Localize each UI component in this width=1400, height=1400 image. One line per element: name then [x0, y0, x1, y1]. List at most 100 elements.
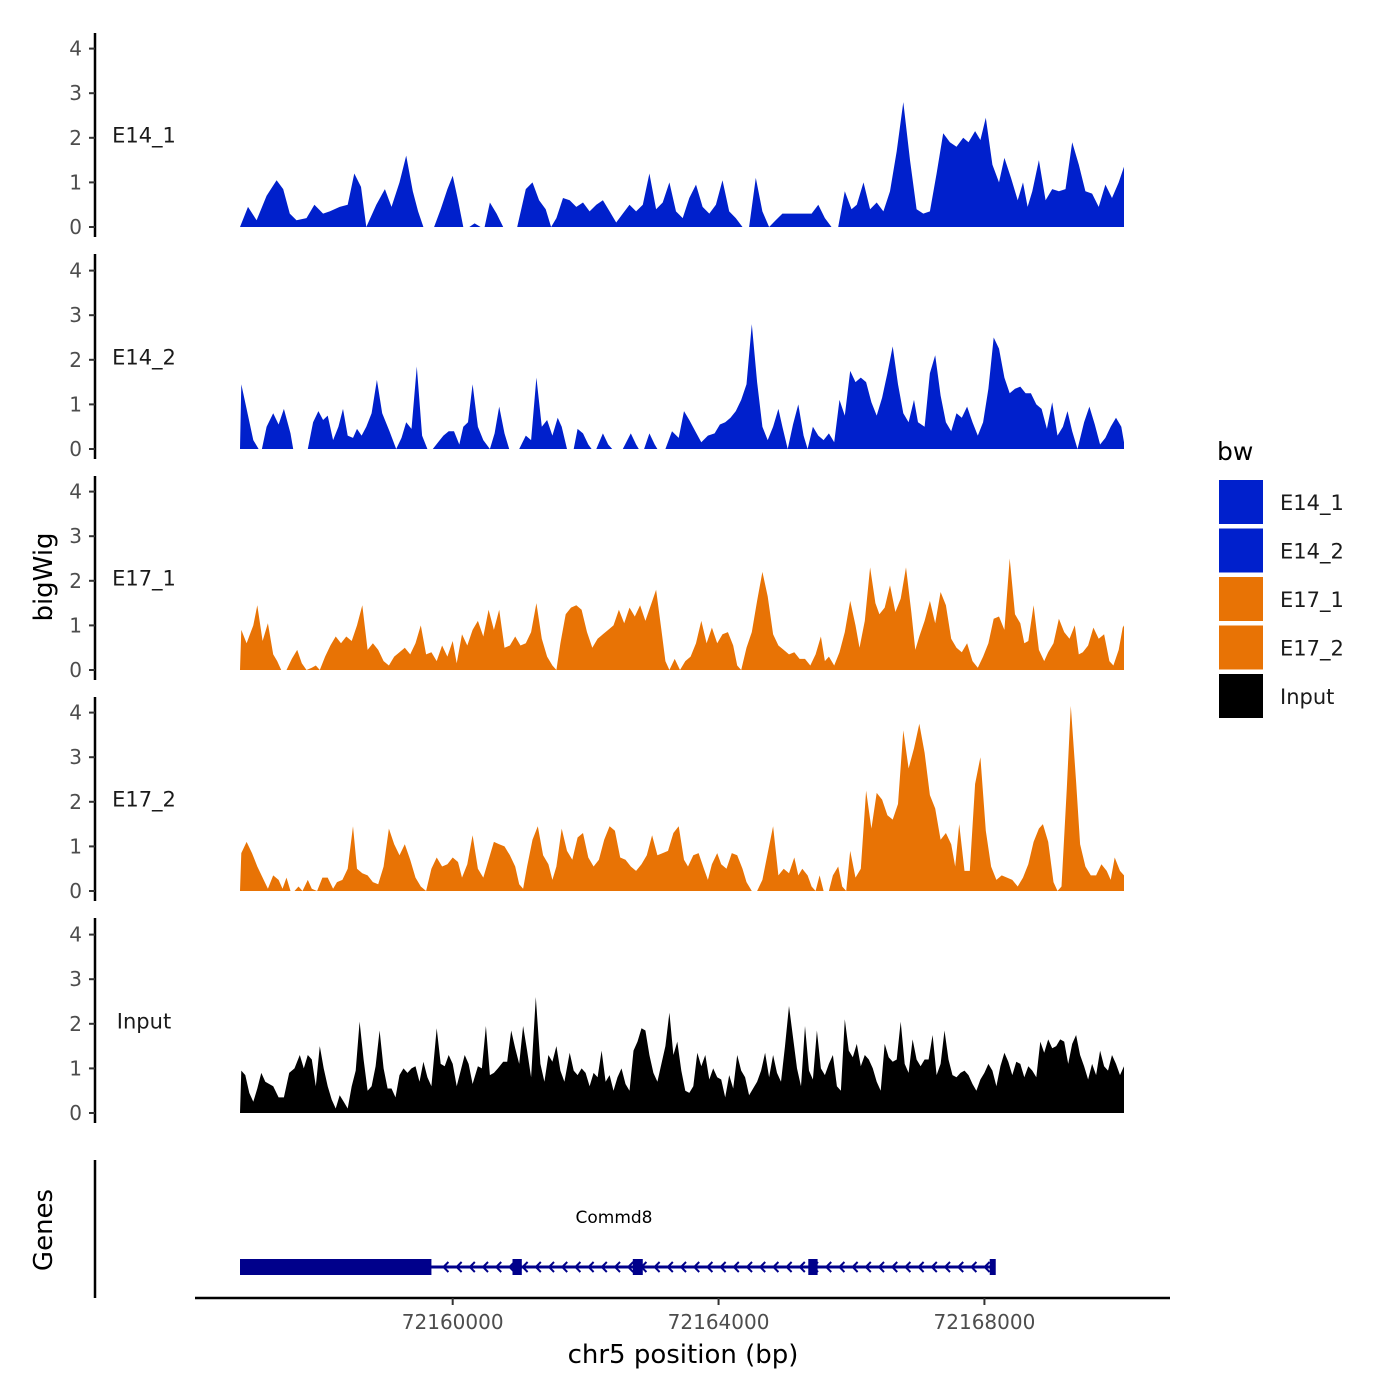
y-tick-label: 1 — [69, 613, 82, 637]
track-e17-1: 0 1 2 3 4 E17_1 — [69, 476, 1124, 682]
strand-arrow — [587, 1261, 595, 1273]
strand-arrow — [455, 1261, 463, 1273]
strand-arrow — [943, 1261, 951, 1273]
legend: bw E14_1 E14_2 E17_1 E17_2 Input — [1217, 437, 1344, 718]
gene-utr-exon — [240, 1259, 432, 1275]
track-e14-1: 0 1 2 3 4 E14_1 — [69, 33, 1124, 239]
track-e17-2: 0 1 2 3 4 E17_2 — [69, 697, 1124, 903]
y-tick-label: 1 — [69, 1056, 82, 1080]
track-label: E17_2 — [112, 788, 176, 813]
strand-arrow — [468, 1261, 476, 1273]
area-e17-1 — [240, 558, 1124, 670]
strand-arrow — [890, 1261, 898, 1273]
y-tick-label: 2 — [69, 348, 82, 372]
track-label: Input — [117, 1010, 171, 1034]
y-tick-label: 3 — [69, 967, 82, 991]
strand-arrow — [864, 1261, 872, 1273]
legend-label: E14_2 — [1280, 540, 1344, 565]
gene-name-label: Commd8 — [576, 1208, 653, 1228]
y-tick-label: 3 — [69, 524, 82, 548]
strand-arrow — [983, 1261, 991, 1273]
strand-arrow — [442, 1261, 450, 1273]
track-label: E17_1 — [112, 567, 176, 592]
strand-arrow — [560, 1261, 568, 1273]
y-tick-label: 4 — [69, 480, 82, 504]
legend-key-e17-1 — [1219, 577, 1263, 621]
track-input: 0 1 2 3 4 Input — [69, 918, 1124, 1125]
track-label: E14_2 — [112, 346, 176, 371]
y-tick-label: 1 — [69, 834, 82, 858]
legend-key-e14-2 — [1219, 528, 1263, 573]
gene-exon — [512, 1259, 522, 1275]
y-tick-label: 3 — [69, 81, 82, 105]
y-tick-label: 4 — [69, 923, 82, 947]
legend-key-e14-1 — [1219, 480, 1263, 524]
x-axis-label: chr5 position (bp) — [568, 1340, 799, 1370]
strand-arrow — [970, 1261, 978, 1273]
y-tick-label: 2 — [69, 569, 82, 593]
strand-arrow — [956, 1261, 964, 1273]
y-tick-label: 2 — [69, 126, 82, 150]
strand-arrow — [600, 1261, 608, 1273]
strand-arrow — [917, 1261, 925, 1273]
strand-arrow — [692, 1261, 700, 1273]
legend-label: E14_1 — [1280, 491, 1344, 516]
y-tick-label: 0 — [69, 437, 82, 461]
y-tick-label: 0 — [69, 658, 82, 682]
track-label: E14_1 — [112, 124, 176, 149]
strand-arrow — [838, 1261, 846, 1273]
strand-arrow — [904, 1261, 912, 1273]
strand-arrow — [824, 1261, 832, 1273]
genes-track: Commd8 — [93, 1160, 996, 1298]
gene-exon — [808, 1259, 818, 1275]
y-tick-label: 0 — [69, 879, 82, 903]
legend-key-e17-2 — [1219, 625, 1263, 670]
genes-axis-label: Genes — [29, 1189, 59, 1271]
strand-arrow — [626, 1261, 634, 1273]
strand-arrow — [785, 1261, 793, 1273]
y-tick-label: 3 — [69, 303, 82, 327]
y-tick-label: 3 — [69, 745, 82, 769]
gene-exon — [632, 1259, 643, 1275]
y-tick-label: 2 — [69, 1012, 82, 1036]
y-tick-label: 4 — [69, 37, 82, 61]
strand-arrow — [653, 1261, 661, 1273]
y-tick-label: 4 — [69, 259, 82, 283]
legend-title: bw — [1217, 437, 1253, 466]
area-e17-2 — [240, 705, 1124, 891]
y-tick-label: 0 — [69, 215, 82, 239]
strand-arrow — [772, 1261, 780, 1273]
area-e14-2 — [240, 324, 1124, 449]
strand-arrow — [706, 1261, 714, 1273]
strand-arrow — [666, 1261, 674, 1273]
strand-arrow — [930, 1261, 938, 1273]
y-axis-label: bigWig — [29, 532, 59, 621]
strand-arrow — [547, 1261, 555, 1273]
legend-label: Input — [1280, 685, 1334, 709]
y-tick-label: 1 — [69, 170, 82, 194]
strand-arrow — [745, 1261, 753, 1273]
strand-arrow — [613, 1261, 621, 1273]
y-tick-label: 2 — [69, 790, 82, 814]
x-tick-label: 72164000 — [668, 1310, 770, 1334]
area-e14-1 — [240, 102, 1124, 227]
gene-exon — [989, 1259, 996, 1275]
x-axis: 72160000 72164000 72168000 — [195, 1296, 1170, 1334]
strand-arrow — [494, 1261, 502, 1273]
x-tick-label: 72160000 — [402, 1310, 504, 1334]
area-input — [240, 997, 1124, 1113]
y-tick-label: 0 — [69, 1101, 82, 1125]
legend-label: E17_2 — [1280, 637, 1344, 662]
legend-key-input — [1219, 674, 1263, 718]
y-tick-label: 4 — [69, 701, 82, 725]
strand-arrow — [481, 1261, 489, 1273]
track-e14-2: 0 1 2 3 4 E14_2 — [69, 254, 1124, 461]
bigwig-tracks: 0 1 2 3 4 E14_1 0 1 2 3 4 E14_2 0 1 2 3 4 E17_1 0 1 2 3 4 E17_2… — [69, 33, 1124, 1125]
strand-arrow — [574, 1261, 582, 1273]
x-tick-label: 72168000 — [934, 1310, 1036, 1334]
strand-arrow — [758, 1261, 766, 1273]
y-tick-label: 1 — [69, 392, 82, 416]
strand-arrow — [851, 1261, 859, 1273]
strand-arrow — [877, 1261, 885, 1273]
